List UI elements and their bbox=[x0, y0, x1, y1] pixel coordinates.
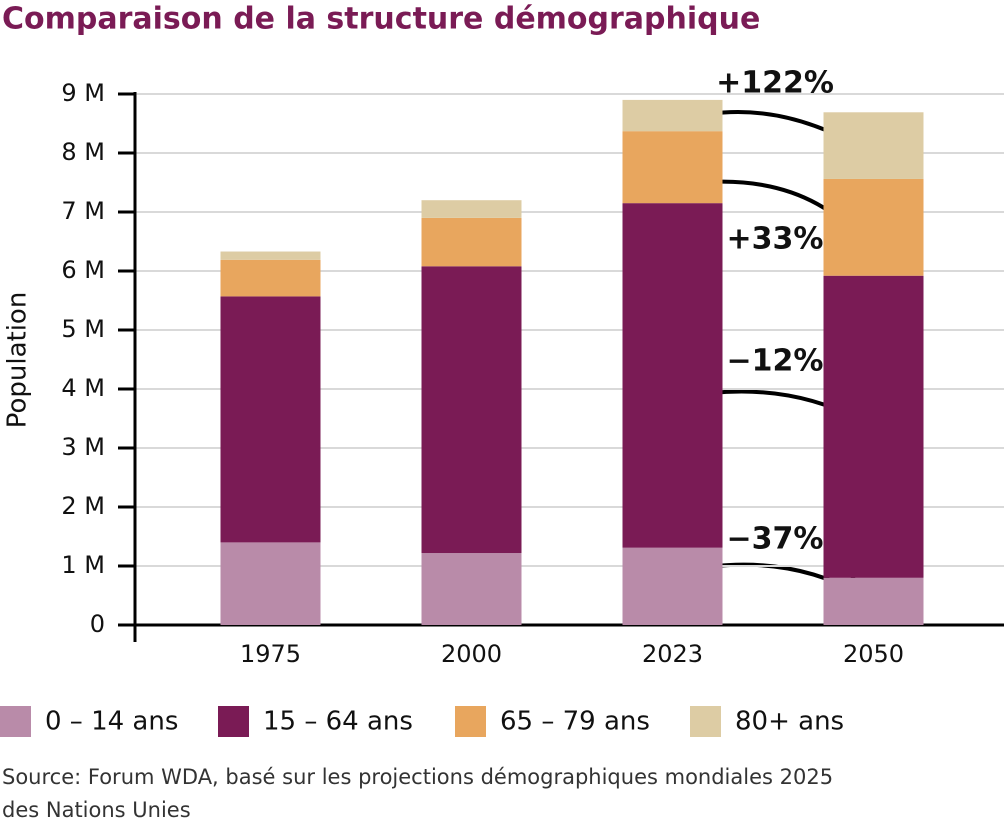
legend-label: 80+ ans bbox=[735, 707, 844, 737]
bar-segment bbox=[622, 99, 723, 132]
legend-label: 65 – 79 ans bbox=[500, 707, 650, 737]
annotation: +122% bbox=[716, 66, 834, 101]
bar-segment bbox=[622, 131, 723, 204]
bar-segment bbox=[622, 547, 723, 625]
bar-segment bbox=[421, 217, 522, 267]
annotation: −37% bbox=[727, 522, 824, 557]
bar-segment bbox=[220, 296, 321, 543]
y-tick-label: 8 M bbox=[61, 138, 105, 166]
bar-segment bbox=[622, 203, 723, 548]
legend-label: 0 – 14 ans bbox=[45, 707, 178, 737]
bar-segment bbox=[823, 577, 924, 625]
y-tick-label: 4 M bbox=[61, 374, 105, 402]
bar-segment bbox=[421, 200, 522, 218]
chart-title: Comparaison de la structure démographiqu… bbox=[2, 2, 760, 37]
annotation: −12% bbox=[727, 344, 824, 379]
legend-swatch bbox=[218, 706, 249, 737]
x-tick-label: 2000 bbox=[441, 640, 502, 668]
bar-segment bbox=[220, 251, 321, 260]
y-tick-label: 6 M bbox=[61, 256, 105, 284]
legend-swatch bbox=[455, 706, 486, 737]
legend-swatch bbox=[0, 706, 31, 737]
y-tick-label: 5 M bbox=[61, 315, 105, 343]
bar-segment bbox=[823, 112, 924, 179]
legend-swatch bbox=[690, 706, 721, 737]
bar-segment bbox=[823, 275, 924, 578]
y-tick-label: 7 M bbox=[61, 197, 105, 225]
annotation: +33% bbox=[727, 222, 824, 257]
x-tick-label: 2023 bbox=[642, 640, 703, 668]
y-axis-label: Population bbox=[3, 292, 33, 429]
bar-segment bbox=[220, 542, 321, 625]
y-tick-label: 0 bbox=[90, 610, 105, 638]
y-tick-label: 9 M bbox=[61, 79, 105, 107]
source: des Nations Unies bbox=[2, 798, 191, 822]
bar-segment bbox=[823, 178, 924, 276]
y-tick-label: 3 M bbox=[61, 433, 105, 461]
y-tick-label: 1 M bbox=[61, 551, 105, 579]
bar-segment bbox=[421, 553, 522, 625]
x-tick-label: 2050 bbox=[843, 640, 904, 668]
source: Source: Forum WDA, basé sur les projecti… bbox=[2, 765, 833, 789]
x-tick-label: 1975 bbox=[240, 640, 301, 668]
legend-label: 15 – 64 ans bbox=[263, 707, 413, 737]
bar-segment bbox=[421, 266, 522, 554]
y-tick-label: 2 M bbox=[61, 492, 105, 520]
bar-segment bbox=[220, 259, 321, 297]
